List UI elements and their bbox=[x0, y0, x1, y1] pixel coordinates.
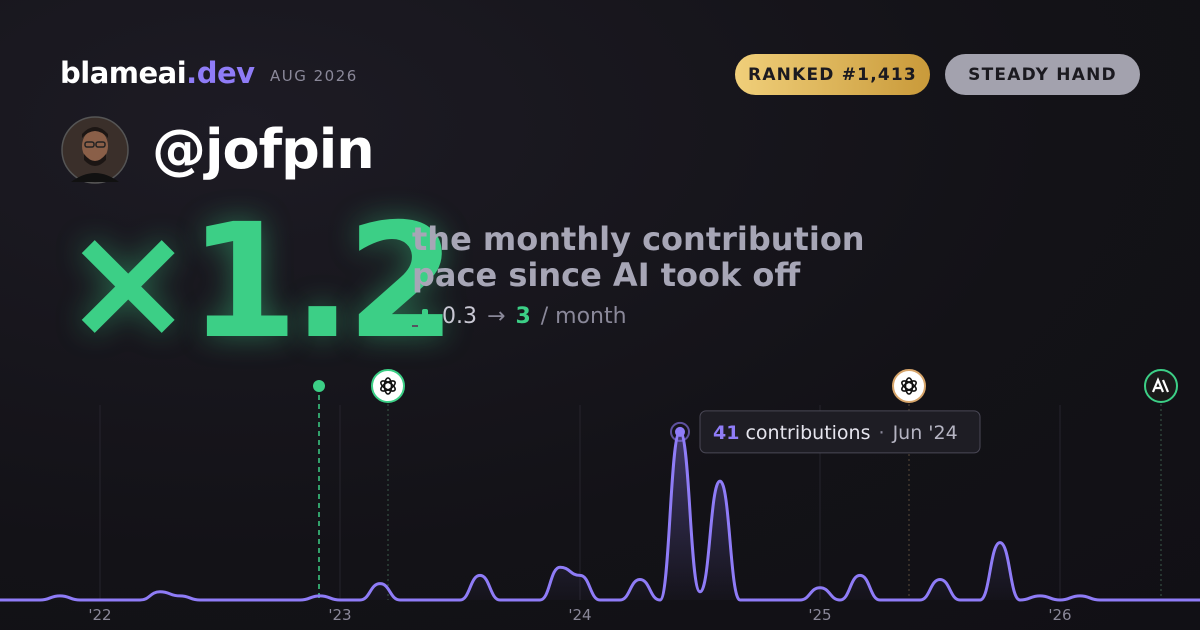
tooltip-sep: · bbox=[879, 422, 885, 444]
pace-after: 3 bbox=[515, 304, 531, 329]
tooltip: 41 contributions · Jun '24 bbox=[699, 410, 981, 454]
x-tick-label: '24 bbox=[568, 606, 591, 624]
description: pace since AI took off bbox=[412, 256, 801, 294]
tooltip-date: Jun '24 bbox=[892, 422, 958, 444]
peak-ring bbox=[670, 421, 690, 442]
pace-before: 0.3 bbox=[442, 304, 477, 329]
style-badge: STEADY HAND bbox=[945, 54, 1140, 95]
rank-badge: RANKED #1,413 bbox=[735, 54, 930, 95]
pace-unit: / month bbox=[540, 304, 627, 329]
multiplier: ×1.2 bbox=[62, 190, 456, 374]
avatar bbox=[61, 116, 129, 184]
brand-tld: .dev bbox=[186, 56, 255, 90]
brand-name: blameai bbox=[60, 56, 187, 90]
x-tick-label: '22 bbox=[88, 606, 111, 624]
pace-arrow: → bbox=[487, 304, 506, 329]
anthropic-icon bbox=[1144, 369, 1178, 403]
openai-icon bbox=[892, 369, 926, 403]
x-tick-label: '23 bbox=[328, 606, 351, 624]
x-tick-label: '26 bbox=[1048, 606, 1071, 624]
pace: 0.3 → 3 / month bbox=[412, 304, 627, 329]
pace-icon bbox=[412, 308, 428, 327]
event-dot bbox=[313, 380, 325, 392]
area bbox=[0, 431, 1200, 600]
peak-dot bbox=[675, 426, 685, 437]
line bbox=[0, 430, 1200, 602]
tooltip-value: 41 bbox=[713, 422, 739, 444]
description: the monthly contribution bbox=[412, 220, 865, 258]
tooltip-box bbox=[699, 410, 981, 454]
events bbox=[313, 369, 1178, 600]
tooltip-text: 41 contributions · Jun '24 bbox=[713, 422, 958, 444]
handle: @jofpin bbox=[152, 118, 375, 181]
date: AUG 2026 bbox=[270, 67, 358, 85]
tooltip-label: contributions bbox=[745, 422, 870, 444]
x-tick-label: '25 bbox=[808, 606, 831, 624]
brand: blameai.dev bbox=[60, 56, 255, 90]
openai-icon bbox=[371, 369, 405, 403]
